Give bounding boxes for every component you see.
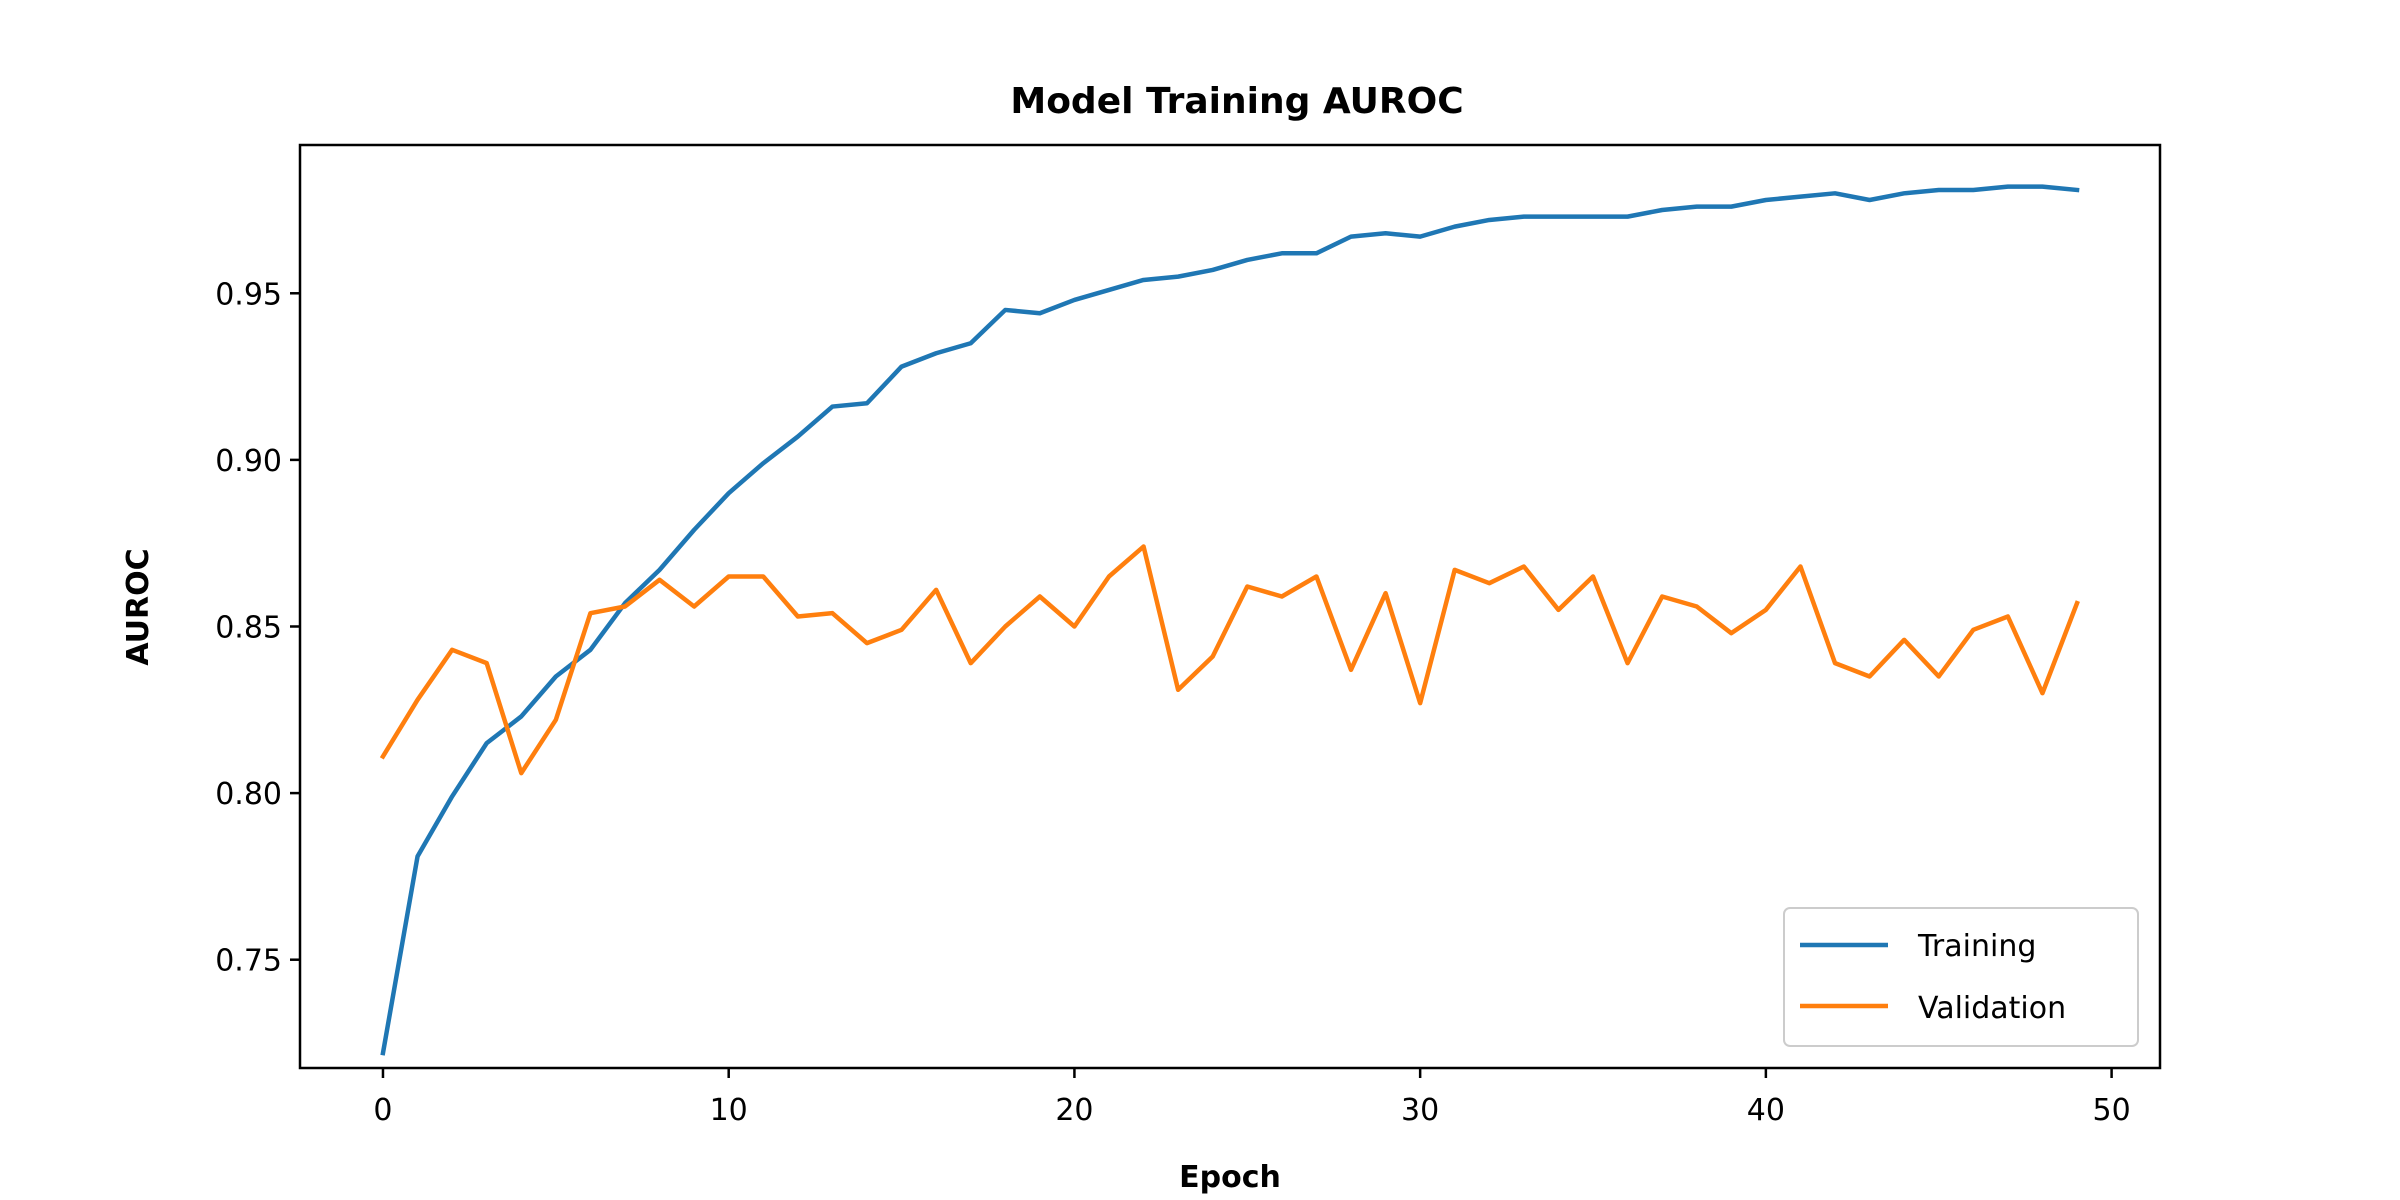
x-tick-label: 0 [373,1093,392,1128]
y-tick-label: 0.95 [215,277,282,312]
y-tick-label: 0.75 [215,944,282,979]
legend-label-training: Training [1917,929,2036,964]
series-layer [379,184,2080,1056]
x-tick-label: 10 [710,1093,748,1128]
y-axis-label: AUROC [121,548,156,665]
ticks-layer: 0 10 20 30 40 50 0.75 0.80 0.85 0.90 0.95 [215,277,2130,1128]
x-tick-label: 50 [2093,1093,2131,1128]
y-tick-label: 0.85 [215,610,282,645]
series-line-training [380,184,2080,1056]
x-axis-label: Epoch [1179,1160,1281,1195]
x-tick-label: 20 [1055,1093,1093,1128]
legend-label-validation: Validation [1918,991,2066,1026]
y-tick-label: 0.80 [215,777,282,812]
x-tick-label: 40 [1747,1093,1785,1128]
legend: Training Validation [1783,907,2139,1047]
legend-frame [1783,907,2139,1047]
plot-area-frame [298,143,2162,1070]
x-tick-label: 30 [1401,1093,1439,1128]
y-tick-label: 0.90 [215,444,282,479]
chart-title: Model Training AUROC [1010,81,1463,122]
series-line-validation [379,544,2080,776]
